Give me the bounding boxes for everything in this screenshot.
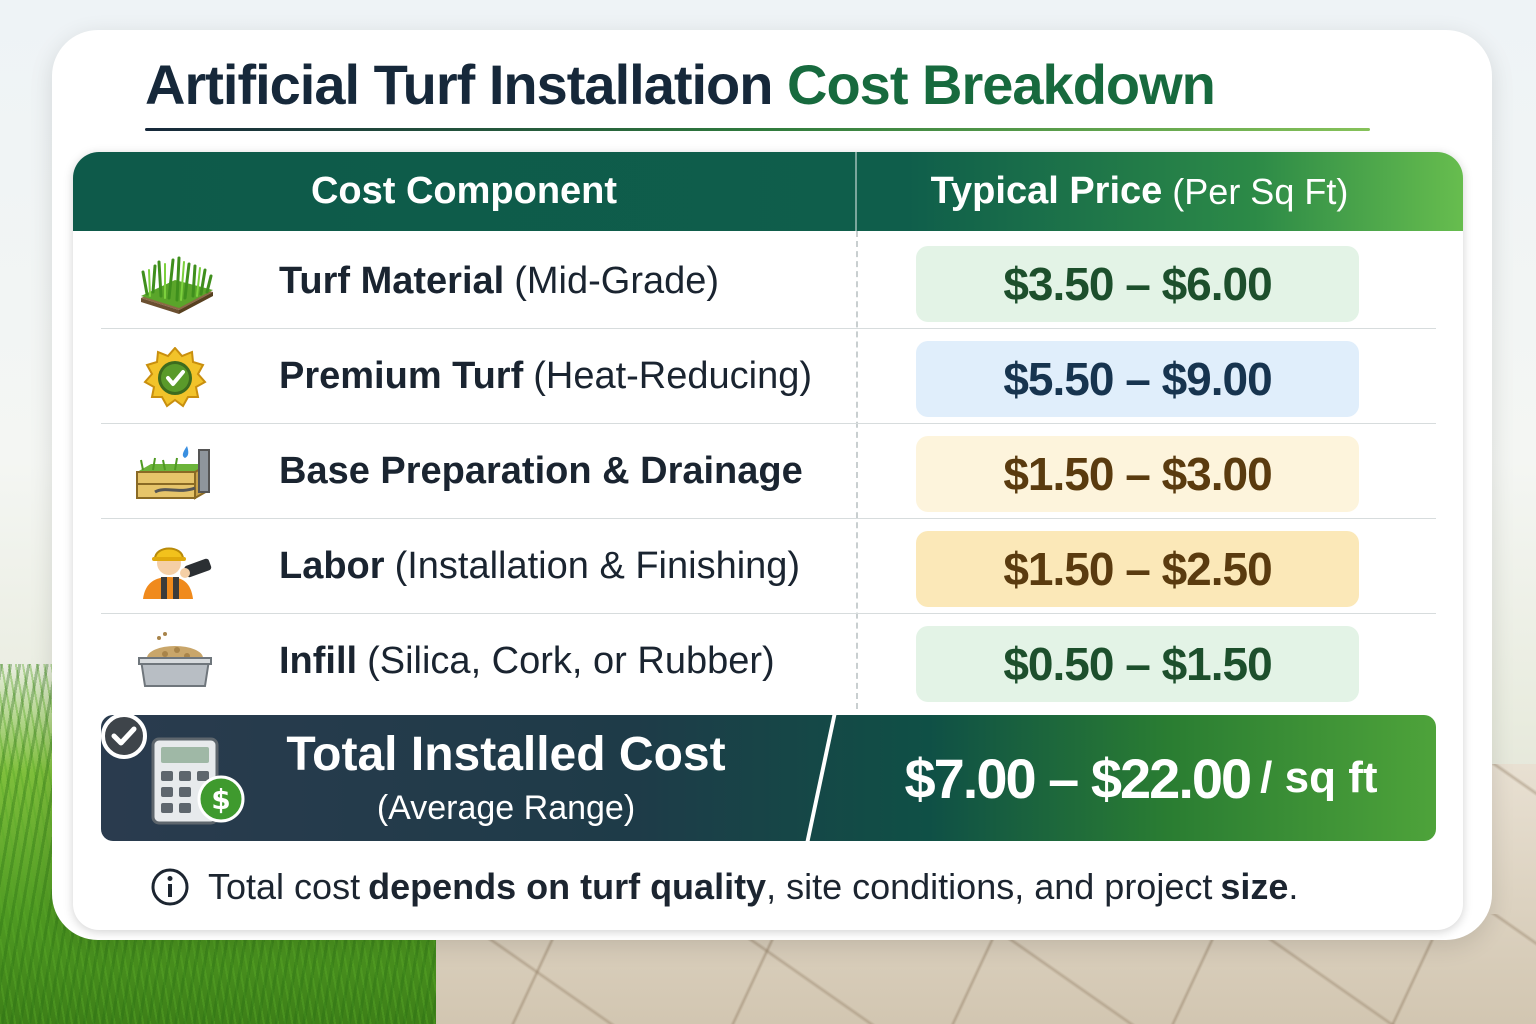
table-row: Premium Turf (Heat-Reducing) $5.50 – $9.… — [101, 329, 1436, 424]
header-price-bold: Typical Price — [930, 170, 1163, 212]
row-label: Infill (Silica, Cork, or Rubber) — [279, 614, 879, 709]
title-accent: Cost Breakdown — [787, 53, 1216, 116]
table-row: Labor (Installation & Finishing) $1.50 –… — [101, 519, 1436, 614]
page-title: Artificial Turf Installation Cost Breakd… — [145, 52, 1385, 117]
cost-table: Cost Component Typical Price (Per Sq Ft) — [73, 152, 1463, 930]
infill-tray-icon — [138, 632, 212, 687]
total-unit: / sq ft — [1260, 753, 1378, 802]
row-detail: (Heat-Reducing) — [533, 355, 813, 397]
total-range: $7.00 – $22.00 — [904, 746, 1252, 810]
row-separator — [101, 613, 1436, 614]
table-row: Turf Material (Mid-Grade) $3.50 – $6.00 — [101, 234, 1436, 329]
header-price-unit: (Per Sq Ft) — [1172, 170, 1349, 212]
row-name: Labor — [279, 545, 385, 587]
total-label: Total Installed Cost — [286, 728, 726, 781]
table-row: Base Preparation & Drainage $1.50 – $3.0… — [101, 424, 1436, 519]
svg-text:$: $ — [211, 783, 230, 816]
price-pill: $1.50 – $2.50 — [916, 531, 1359, 607]
header-cost-component: Cost Component — [310, 170, 618, 212]
row-separator — [101, 518, 1436, 519]
note-bold-size: size — [1220, 866, 1289, 907]
row-detail: (Mid-Grade) — [514, 260, 720, 302]
header-typical-price: Typical Price (Per Sq Ft) — [857, 152, 1422, 231]
price-pill: $5.50 – $9.00 — [916, 341, 1359, 417]
total-sublabel: (Average Range) — [376, 789, 636, 827]
total-value: $7.00 – $22.00 / sq ft — [846, 715, 1436, 841]
note-mid: , site conditions, and project — [766, 866, 1213, 907]
row-label: Base Preparation & Drainage — [279, 424, 879, 519]
row-label: Labor (Installation & Finishing) — [279, 519, 879, 614]
price-pill: $0.50 – $1.50 — [916, 626, 1359, 702]
note-bold-quality: depends on turf quality — [368, 866, 767, 907]
table-header: Cost Component Typical Price (Per Sq Ft) — [73, 152, 1463, 231]
row-detail: (Installation & Finishing) — [394, 545, 801, 587]
title-underline — [145, 128, 1370, 131]
note-post: . — [1288, 866, 1299, 907]
header-divider — [855, 152, 857, 231]
row-separator — [101, 328, 1436, 329]
row-name: Turf Material — [279, 260, 505, 302]
row-name: Infill — [279, 640, 358, 682]
calculator-icon: $ — [151, 737, 245, 825]
note-pre: Total cost — [208, 866, 361, 907]
check-circle-icon — [101, 713, 147, 759]
row-name: Base Preparation & Drainage — [279, 450, 803, 492]
row-label: Premium Turf (Heat-Reducing) — [279, 329, 879, 424]
info-icon — [151, 868, 189, 906]
column-divider — [856, 231, 858, 709]
price-pill: $1.50 – $3.00 — [916, 436, 1359, 512]
table-row: Infill (Silica, Cork, or Rubber) $0.50 –… — [101, 614, 1436, 709]
row-name: Premium Turf — [279, 355, 524, 397]
row-detail: (Silica, Cork, or Rubber) — [367, 640, 775, 682]
price-pill: $3.50 – $6.00 — [916, 246, 1359, 322]
title-main: Artificial Turf Installation — [145, 53, 773, 116]
row-separator — [101, 423, 1436, 424]
footnote: Total cost depends on turf quality , sit… — [150, 864, 1400, 910]
worker-icon — [143, 547, 212, 599]
row-label: Turf Material (Mid-Grade) — [279, 234, 879, 329]
total-divider — [805, 715, 837, 841]
drainage-icon — [136, 446, 210, 500]
premium-badge-icon — [143, 347, 207, 408]
total-row: $ Total Installed Cost (Average Range) $… — [101, 715, 1436, 841]
turf-icon — [141, 256, 213, 314]
